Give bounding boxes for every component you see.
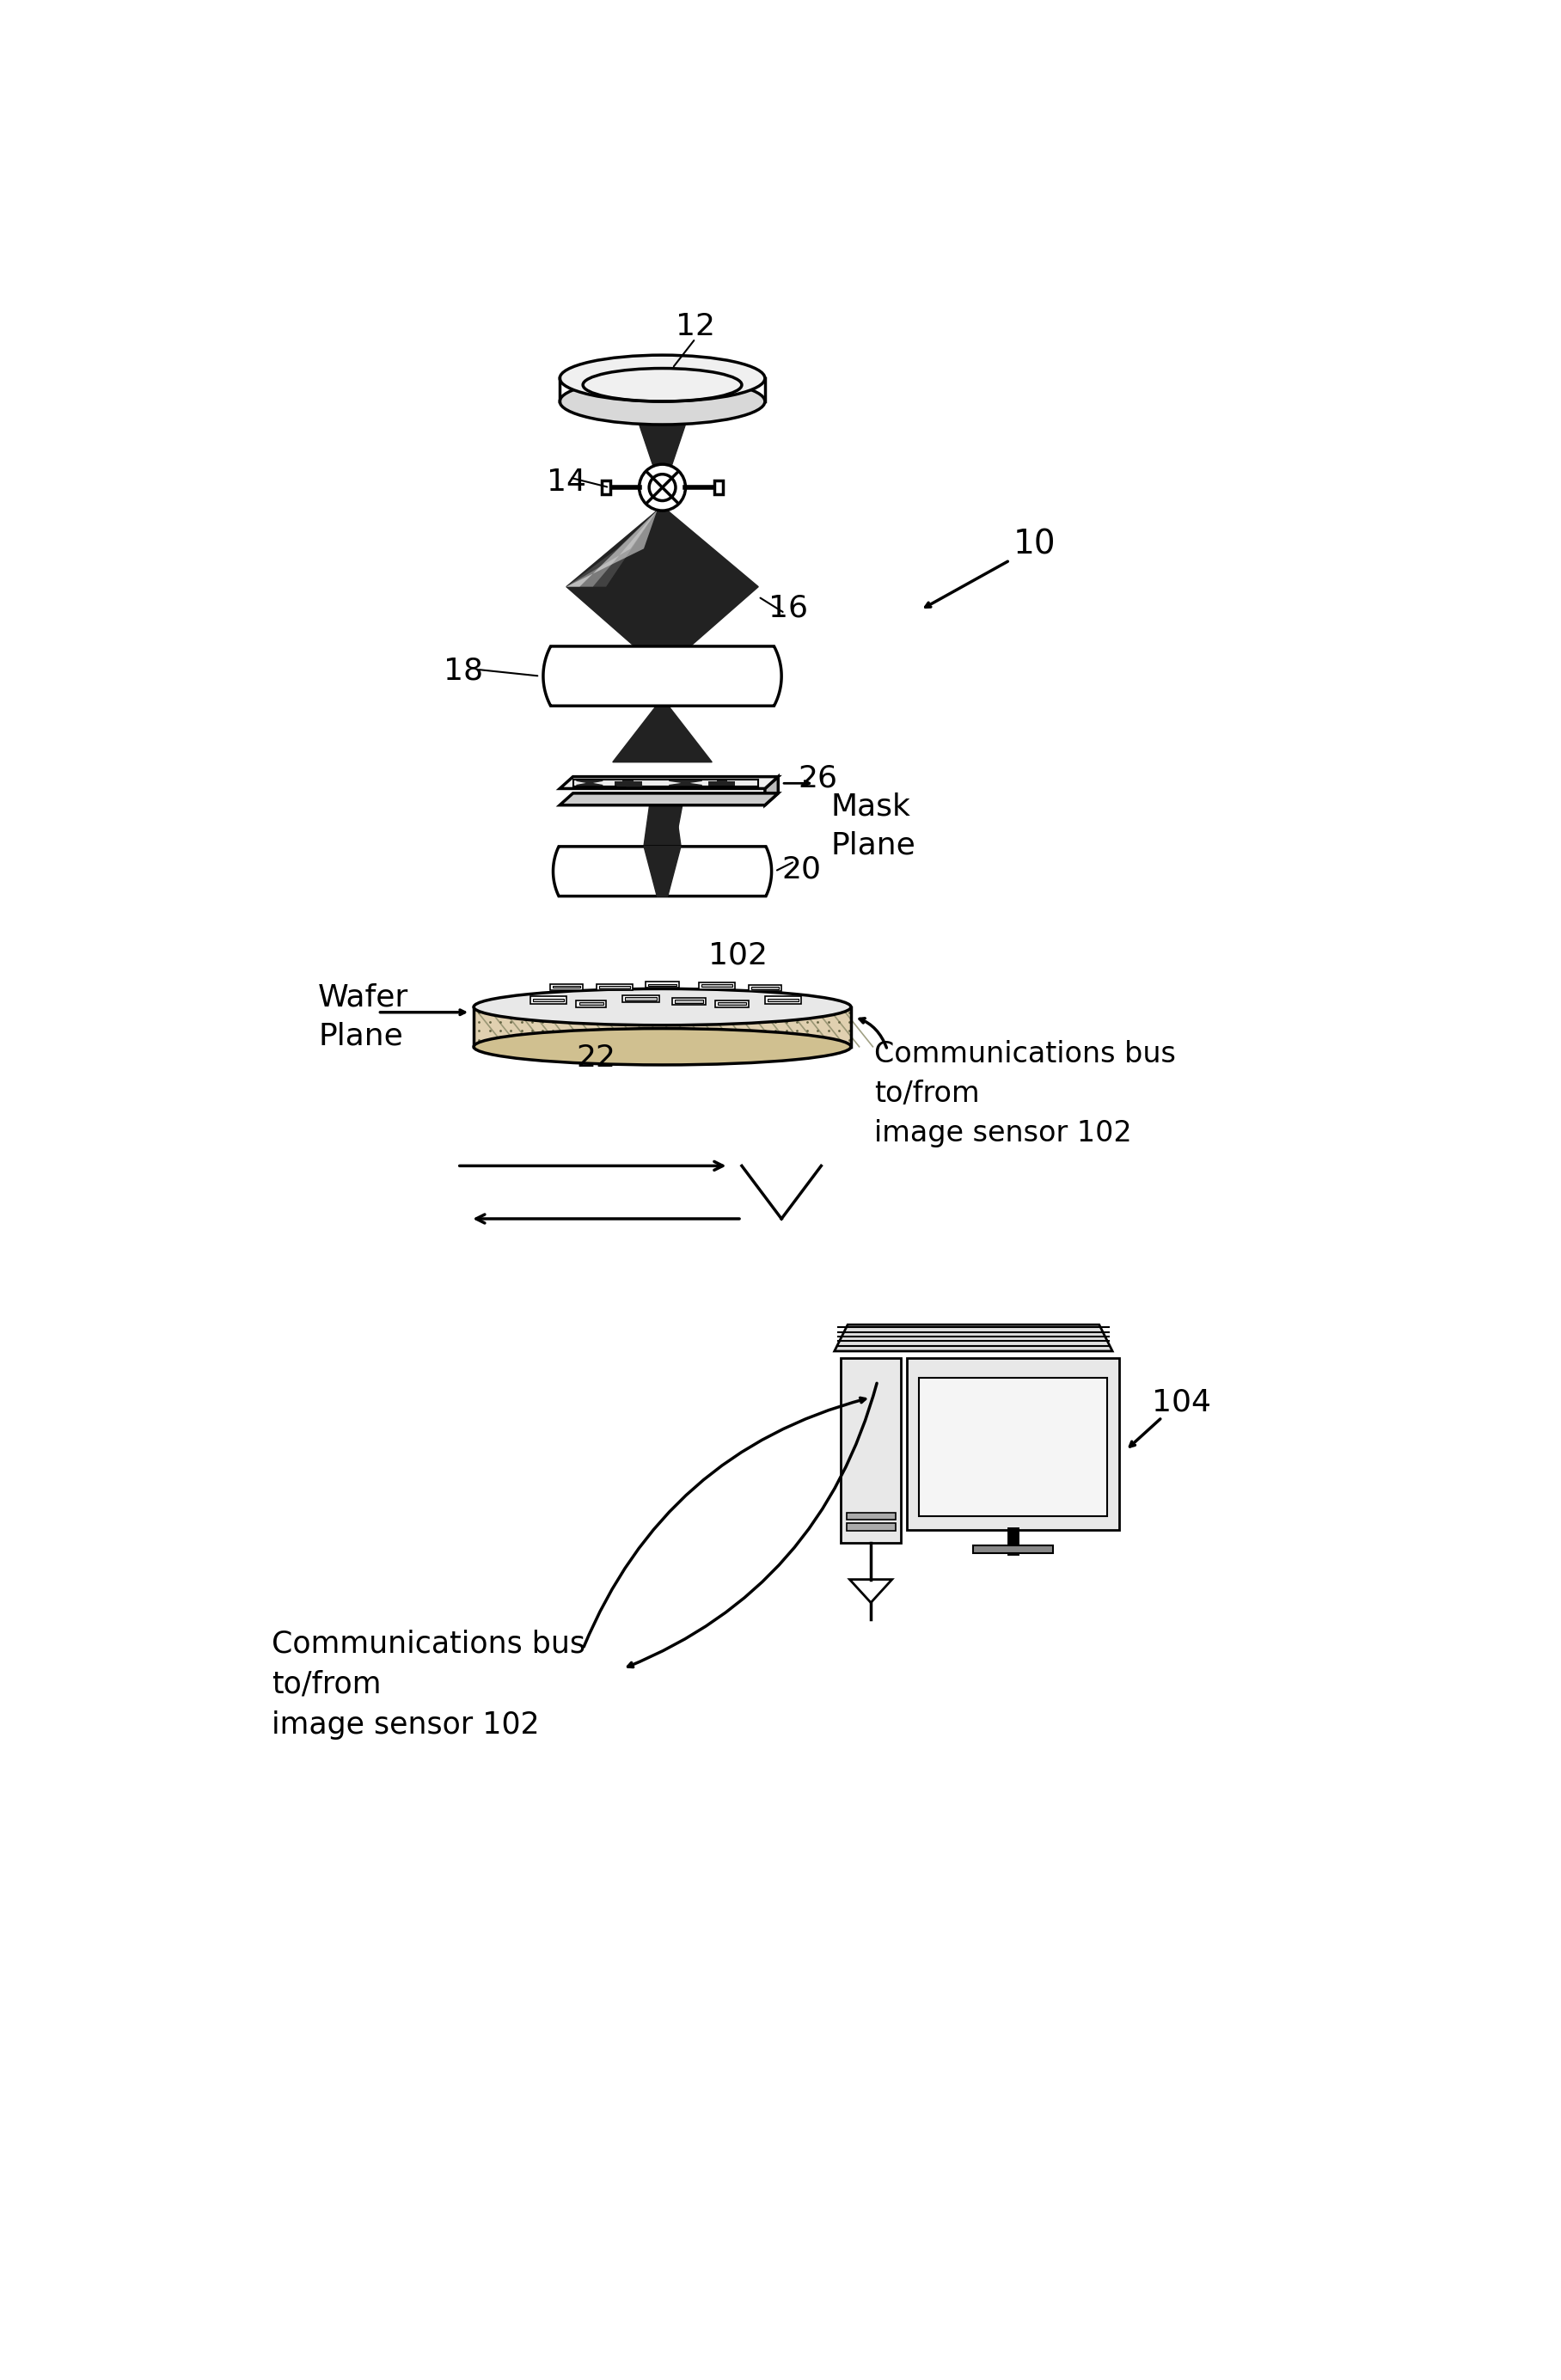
Polygon shape	[613, 707, 712, 762]
FancyBboxPatch shape	[579, 1002, 604, 1004]
FancyBboxPatch shape	[674, 1000, 702, 1002]
FancyBboxPatch shape	[716, 781, 727, 785]
FancyBboxPatch shape	[701, 985, 732, 988]
Polygon shape	[643, 847, 681, 897]
FancyBboxPatch shape	[846, 1523, 896, 1530]
Polygon shape	[567, 512, 759, 666]
Polygon shape	[643, 800, 681, 847]
Polygon shape	[765, 776, 779, 804]
FancyBboxPatch shape	[531, 997, 567, 1004]
Text: 26: 26	[798, 764, 838, 793]
Text: Communications bus
to/from
image sensor 102: Communications bus to/from image sensor …	[874, 1040, 1175, 1147]
FancyBboxPatch shape	[699, 983, 735, 990]
Ellipse shape	[560, 355, 765, 402]
FancyBboxPatch shape	[596, 983, 632, 990]
FancyBboxPatch shape	[709, 781, 735, 785]
Polygon shape	[560, 776, 779, 788]
FancyBboxPatch shape	[765, 997, 801, 1004]
Polygon shape	[543, 647, 782, 707]
Polygon shape	[567, 512, 657, 588]
FancyBboxPatch shape	[919, 1378, 1107, 1516]
Text: Communications bus
to/from
image sensor 102: Communications bus to/from image sensor …	[272, 1628, 585, 1740]
FancyBboxPatch shape	[907, 1357, 1119, 1530]
FancyBboxPatch shape	[846, 1514, 896, 1518]
FancyBboxPatch shape	[601, 481, 610, 495]
FancyBboxPatch shape	[615, 781, 643, 785]
FancyBboxPatch shape	[841, 1357, 901, 1542]
Polygon shape	[656, 807, 682, 847]
Text: 18: 18	[443, 657, 484, 685]
Polygon shape	[632, 405, 692, 478]
Polygon shape	[560, 793, 779, 804]
Text: 14: 14	[546, 466, 585, 497]
FancyBboxPatch shape	[626, 997, 656, 1000]
FancyBboxPatch shape	[549, 983, 582, 990]
FancyBboxPatch shape	[646, 983, 679, 988]
Polygon shape	[670, 781, 702, 785]
Polygon shape	[576, 781, 603, 785]
FancyBboxPatch shape	[599, 985, 631, 988]
Text: 22: 22	[576, 1042, 617, 1073]
Polygon shape	[553, 847, 771, 897]
Text: Mask
Plane: Mask Plane	[830, 793, 916, 859]
FancyBboxPatch shape	[673, 997, 706, 1004]
FancyBboxPatch shape	[768, 997, 799, 1002]
FancyBboxPatch shape	[748, 985, 782, 990]
FancyBboxPatch shape	[532, 997, 564, 1002]
FancyBboxPatch shape	[713, 481, 723, 495]
Text: 104: 104	[1152, 1388, 1211, 1416]
Circle shape	[638, 464, 685, 512]
Ellipse shape	[473, 1028, 851, 1064]
Ellipse shape	[473, 988, 851, 1026]
FancyBboxPatch shape	[623, 781, 634, 785]
Text: 20: 20	[782, 854, 821, 883]
Text: 10: 10	[1013, 528, 1055, 562]
FancyBboxPatch shape	[623, 995, 659, 1002]
FancyBboxPatch shape	[473, 1007, 851, 1047]
Polygon shape	[849, 1580, 891, 1602]
Text: 16: 16	[768, 593, 807, 624]
Text: 12: 12	[676, 312, 715, 340]
FancyBboxPatch shape	[974, 1545, 1052, 1554]
FancyBboxPatch shape	[715, 1000, 748, 1007]
Polygon shape	[567, 512, 657, 588]
Text: Wafer
Plane: Wafer Plane	[318, 983, 409, 1052]
Ellipse shape	[560, 378, 765, 424]
Text: 102: 102	[709, 940, 768, 971]
Polygon shape	[835, 1326, 1113, 1352]
Polygon shape	[567, 512, 657, 588]
FancyBboxPatch shape	[718, 1002, 746, 1004]
Polygon shape	[617, 781, 643, 785]
FancyBboxPatch shape	[576, 1000, 606, 1007]
